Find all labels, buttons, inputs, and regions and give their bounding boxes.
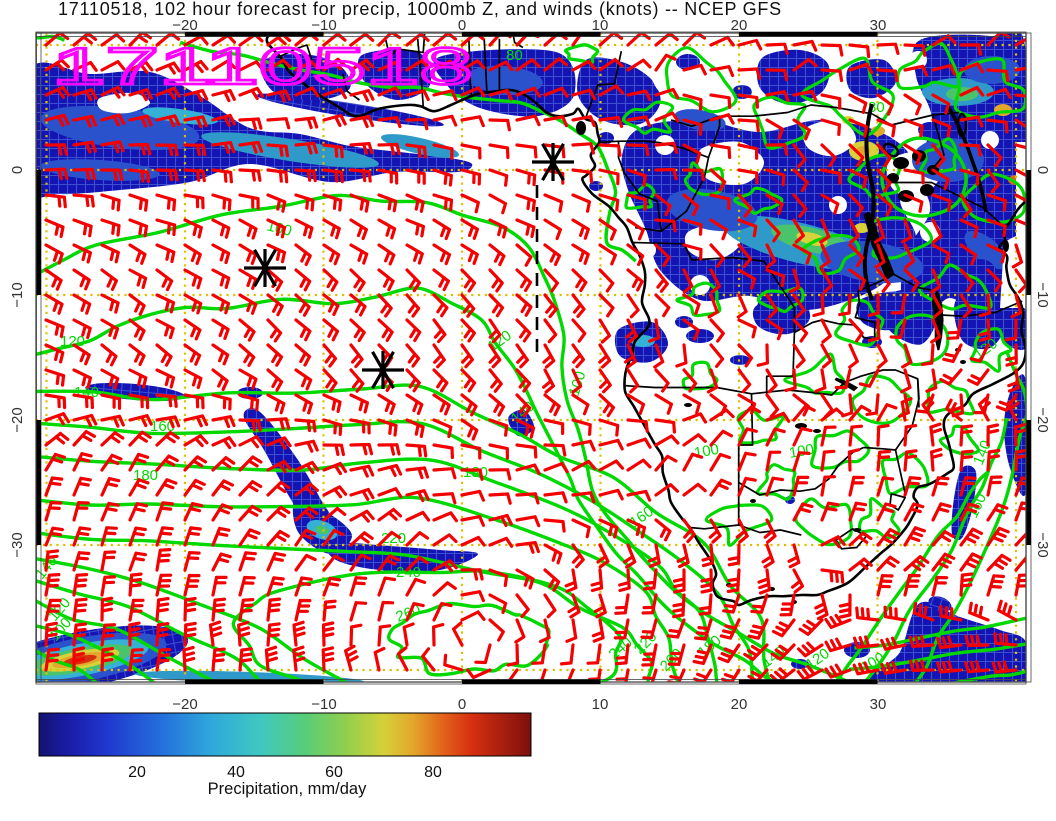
- svg-text:20: 20: [731, 17, 748, 34]
- svg-text:−10: −10: [311, 696, 336, 713]
- svg-text:60: 60: [325, 764, 343, 781]
- svg-text:30: 30: [870, 696, 887, 713]
- svg-text:−20: −20: [1034, 407, 1051, 432]
- svg-text:20: 20: [731, 696, 748, 713]
- svg-text:220: 220: [381, 530, 406, 547]
- svg-text:80: 80: [424, 764, 442, 781]
- svg-text:−20: −20: [9, 407, 26, 432]
- svg-text:−20: −20: [172, 696, 197, 713]
- svg-text:180: 180: [463, 464, 488, 481]
- svg-text:10: 10: [592, 17, 609, 34]
- svg-text:17110518, 102 hour forecast fo: 17110518, 102 hour forecast for precip, …: [58, 0, 782, 19]
- svg-text:40: 40: [227, 764, 245, 781]
- svg-text:−30: −30: [9, 532, 26, 557]
- svg-text:240: 240: [396, 564, 421, 581]
- svg-text:−10: −10: [9, 282, 26, 307]
- svg-text:0: 0: [458, 696, 466, 713]
- svg-text:80: 80: [868, 99, 885, 116]
- svg-text:0: 0: [1034, 166, 1051, 174]
- svg-text:80: 80: [506, 47, 523, 64]
- svg-text:Precipitation, mm/day: Precipitation, mm/day: [208, 780, 367, 798]
- svg-text:10: 10: [592, 696, 609, 713]
- svg-text:−30: −30: [1034, 532, 1051, 557]
- svg-text:120: 120: [60, 333, 85, 350]
- svg-text:0: 0: [458, 17, 466, 34]
- svg-text:160: 160: [150, 418, 175, 435]
- svg-text:20: 20: [128, 764, 146, 781]
- svg-text:30: 30: [870, 17, 887, 34]
- svg-text:17110518: 17110518: [52, 38, 473, 96]
- svg-text:0: 0: [9, 166, 26, 174]
- svg-text:−10: −10: [311, 17, 336, 34]
- svg-text:−10: −10: [1034, 282, 1051, 307]
- svg-text:−20: −20: [172, 17, 197, 34]
